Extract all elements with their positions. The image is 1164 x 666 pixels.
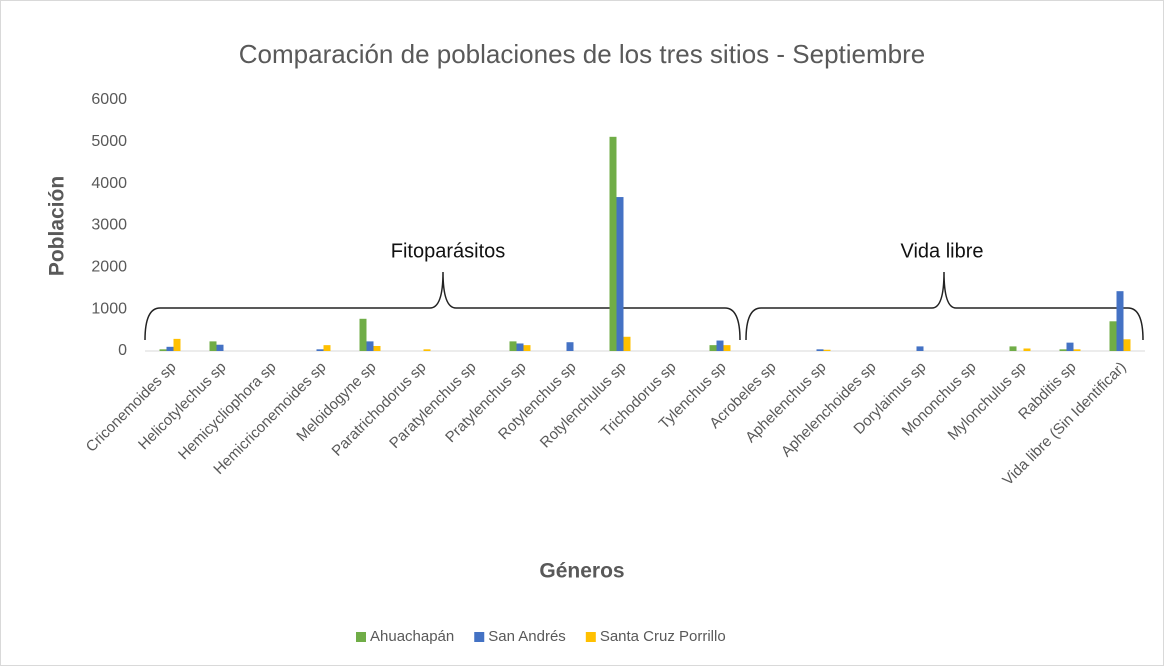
bar — [1066, 342, 1074, 351]
bar — [516, 343, 524, 351]
bar — [523, 345, 531, 351]
bar — [1109, 321, 1117, 351]
legend-label: Santa Cruz Porrillo — [600, 628, 726, 645]
legend-label: San Andrés — [488, 628, 566, 645]
bar — [816, 349, 824, 351]
annotation: Vida libre — [900, 240, 983, 262]
bar — [366, 341, 374, 351]
bar — [316, 349, 324, 351]
bar — [823, 349, 831, 351]
y-tick-label: 4000 — [91, 175, 127, 192]
bar — [616, 197, 624, 351]
bar — [216, 344, 224, 351]
bar — [1059, 349, 1067, 351]
bar — [716, 340, 724, 351]
bar — [709, 345, 717, 351]
y-tick-label: 0 — [118, 342, 127, 359]
bar — [423, 349, 431, 351]
bar — [1123, 339, 1131, 351]
legend-swatch — [585, 632, 596, 642]
y-tick-label: 5000 — [91, 133, 127, 150]
legend-swatch — [474, 632, 485, 642]
bar — [373, 345, 381, 351]
bar — [359, 318, 367, 351]
brace — [144, 271, 741, 341]
annotation: Fitoparásitos — [391, 240, 506, 262]
bar — [1116, 291, 1124, 351]
bar — [916, 346, 924, 351]
brace — [745, 271, 1144, 341]
y-axis-title: Población — [46, 176, 69, 276]
y-tick-label: 2000 — [91, 259, 127, 276]
bar — [566, 342, 574, 351]
chart-title: Comparación de poblaciones de los tres s… — [239, 39, 925, 69]
bar — [323, 345, 331, 351]
y-tick-label: 3000 — [91, 217, 127, 234]
bar — [623, 336, 631, 351]
x-axis-title: Géneros — [539, 560, 624, 583]
bar — [1073, 349, 1081, 351]
bar — [509, 341, 517, 351]
y-tick-label: 6000 — [91, 91, 127, 108]
bar — [1023, 348, 1031, 351]
bar — [209, 341, 217, 351]
bar — [1009, 346, 1017, 351]
legend-label: Ahuachapán — [370, 628, 454, 645]
bar — [173, 338, 181, 351]
bar — [723, 345, 731, 351]
bar — [166, 346, 174, 351]
bar — [609, 136, 617, 351]
bar — [159, 349, 167, 351]
y-tick-label: 1000 — [91, 300, 127, 317]
legend-swatch — [356, 632, 366, 642]
